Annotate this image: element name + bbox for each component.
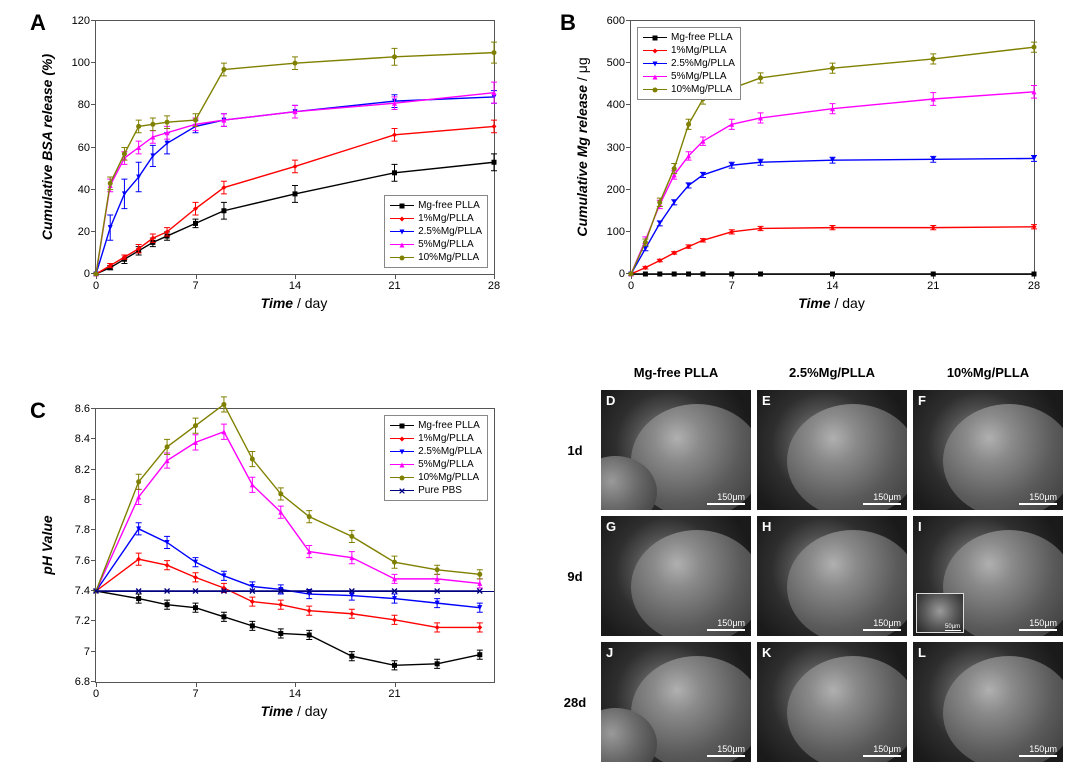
sem-micrograph: G150μm (601, 516, 751, 636)
panel-a-chart: A 07142128020406080100120Mg-free PLLA1%M… (30, 10, 510, 320)
sem-micrograph: D150μm (601, 390, 751, 510)
panel-b-chart: B 071421280100200300400500600Mg-free PLL… (560, 10, 1050, 320)
sem-micrograph: I150μm50μm (913, 516, 1063, 636)
sem-col-header: Mg-free PLLA (601, 360, 751, 384)
sem-micrograph: F150μm (913, 390, 1063, 510)
panel-c-label: C (30, 398, 46, 424)
sem-micrograph: H150μm (757, 516, 907, 636)
sem-image-grid: Mg-free PLLA2.5%Mg/PLLA10%Mg/PLLA 1dD150μ… (555, 360, 1063, 762)
panel-c-chart: C 0714216.877.27.47.67.888.28.48.6Mg-fre… (30, 398, 510, 728)
sem-col-header: 10%Mg/PLLA (913, 360, 1063, 384)
sem-micrograph: L150μm (913, 642, 1063, 762)
panel-b-label: B (560, 10, 576, 36)
panel-b-plot: 071421280100200300400500600Mg-free PLLA1… (630, 20, 1035, 275)
panel-c-plot: 0714216.877.27.47.67.888.28.48.6Mg-free … (95, 408, 495, 683)
sem-micrograph: E150μm (757, 390, 907, 510)
sem-micrograph: K150μm (757, 642, 907, 762)
sem-row-header: 28d (555, 642, 595, 762)
panel-a-label: A (30, 10, 46, 36)
sem-col-header: 2.5%Mg/PLLA (757, 360, 907, 384)
panel-a-plot: 07142128020406080100120Mg-free PLLA1%Mg/… (95, 20, 495, 275)
sem-row-header: 1d (555, 390, 595, 510)
sem-row-header: 9d (555, 516, 595, 636)
sem-micrograph: J150μm (601, 642, 751, 762)
